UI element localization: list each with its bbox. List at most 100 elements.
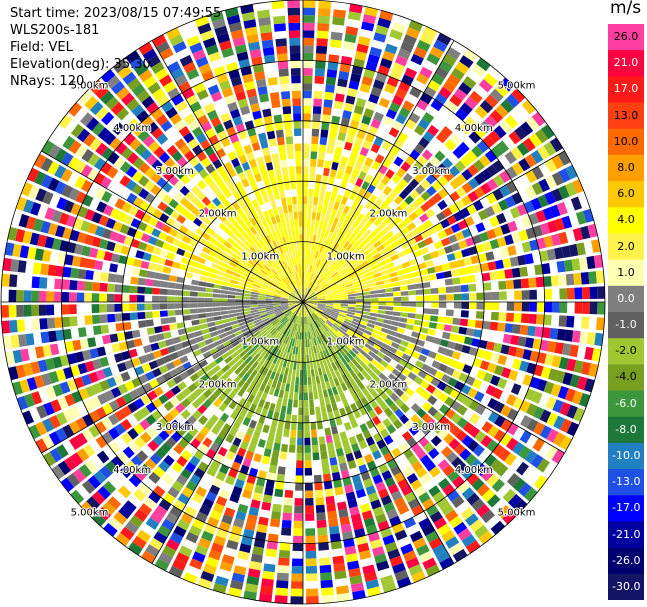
range-gate (26, 377, 38, 391)
range-gate (296, 241, 300, 250)
range-gate (359, 360, 368, 369)
range-gate (414, 234, 424, 243)
range-gate (482, 241, 493, 252)
range-gate (344, 545, 357, 556)
range-gate (393, 205, 403, 216)
range-gate (589, 286, 598, 299)
range-gate (85, 270, 94, 280)
range-gate (20, 348, 30, 362)
range-gate (216, 32, 230, 44)
range-gate (339, 309, 348, 314)
range-gate (307, 219, 311, 227)
colorbar-swatch (608, 154, 644, 182)
range-gate (312, 234, 317, 243)
range-gate (363, 68, 376, 79)
range-gate (303, 302, 309, 308)
range-gate (235, 91, 247, 101)
range-gate (163, 492, 176, 505)
range-gate (496, 212, 507, 225)
range-gate (254, 363, 262, 372)
range-gate (297, 196, 302, 204)
range-gate (310, 323, 314, 331)
range-gate (99, 293, 107, 302)
range-gate (400, 485, 413, 496)
range-gate (87, 168, 99, 182)
range-gate (308, 272, 312, 281)
range-gate (215, 253, 225, 261)
range-gate (329, 259, 336, 267)
range-gate (324, 427, 332, 436)
range-gate (474, 173, 486, 185)
range-gate (168, 227, 178, 237)
range-gate (403, 377, 413, 387)
range-gate (320, 182, 327, 191)
range-gate (357, 154, 366, 164)
range-gate (356, 390, 365, 400)
range-gate (474, 105, 488, 119)
range-gate (378, 463, 389, 474)
range-gate (393, 156, 404, 167)
range-gate (290, 52, 301, 61)
range-gate (107, 273, 117, 283)
range-gate (340, 196, 348, 205)
range-gate (294, 315, 298, 324)
range-gate (367, 278, 376, 284)
range-gate (390, 276, 399, 283)
range-gate (345, 316, 354, 321)
range-gate (255, 422, 264, 432)
range-gate (380, 57, 393, 69)
range-gate (406, 473, 419, 484)
range-gate (226, 62, 238, 73)
range-gate (289, 304, 297, 309)
range-gate (308, 306, 316, 312)
range-gate (322, 285, 329, 291)
range-gate (311, 353, 316, 362)
range-gate (284, 243, 289, 252)
range-gate (476, 140, 490, 153)
range-gate (572, 179, 584, 194)
range-gate (357, 372, 365, 381)
range-gate (517, 254, 527, 266)
range-gate (231, 157, 241, 168)
range-gate (351, 262, 360, 269)
range-gate (415, 184, 426, 195)
range-gate (256, 156, 265, 166)
range-gate (1, 320, 11, 334)
range-gate (269, 259, 276, 267)
range-gate (505, 115, 519, 129)
range-gate (337, 315, 346, 320)
range-gate (374, 198, 383, 208)
range-gate (555, 370, 566, 384)
range-gate (333, 303, 341, 306)
range-gate (508, 131, 522, 145)
range-gate (490, 375, 501, 386)
range-gate (597, 302, 605, 315)
range-gate (176, 455, 188, 467)
range-gate (52, 383, 64, 397)
range-gate (413, 276, 423, 284)
range-gate (135, 250, 145, 259)
range-gate (66, 473, 80, 488)
range-gate (284, 259, 290, 268)
range-gate (225, 368, 234, 377)
range-gate (494, 415, 506, 428)
range-gate (336, 266, 344, 274)
range-gate (425, 335, 435, 343)
range-gate (114, 303, 122, 312)
range-gate (354, 136, 364, 147)
range-labels: 1.00km1.00km1.00km1.00km2.00km2.00km2.00… (70, 80, 537, 520)
range-gate (287, 312, 293, 319)
range-gate (311, 314, 317, 321)
range-gate (275, 230, 282, 239)
range-gate (229, 245, 238, 254)
range-gate (347, 256, 356, 264)
range-gate (54, 278, 63, 290)
range-gate (593, 254, 603, 269)
range-gate (96, 249, 106, 260)
range-gate (328, 518, 339, 527)
range-gate (308, 315, 313, 324)
range-gate (68, 420, 81, 435)
range-gate (186, 94, 199, 106)
range-gate (484, 302, 492, 310)
range-gate (363, 329, 372, 336)
